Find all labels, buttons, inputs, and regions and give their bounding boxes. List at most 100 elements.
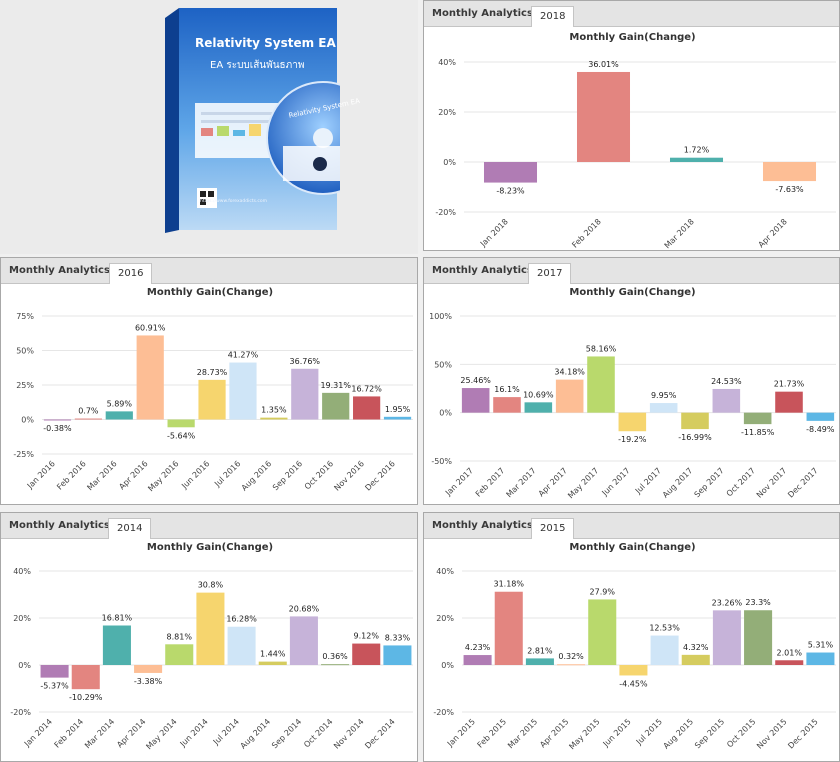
bar-jan-2016[interactable] xyxy=(43,419,72,421)
bar-sep-2016[interactable] xyxy=(291,368,319,420)
bar-sep-2017[interactable] xyxy=(712,388,741,413)
data-label: -8.49% xyxy=(806,425,835,434)
bar-apr-2018[interactable] xyxy=(762,162,817,182)
bar-jan-2014[interactable] xyxy=(40,665,69,678)
x-tick-label: Mar 2018 xyxy=(663,217,696,250)
y-tick-label: 20% xyxy=(13,614,31,623)
tab-year-2016[interactable]: 2016 xyxy=(109,263,153,284)
bar-may-2017[interactable] xyxy=(587,356,615,413)
bar-sep-2014[interactable] xyxy=(289,616,318,665)
bar-dec-2015[interactable] xyxy=(806,652,835,665)
tab-year-2017[interactable]: 2017 xyxy=(528,263,572,284)
y-tick-label: -25% xyxy=(13,450,34,459)
data-label: -10.29% xyxy=(69,693,103,702)
bar-jan-2015[interactable] xyxy=(463,655,492,665)
bar-jul-2015[interactable] xyxy=(650,635,679,665)
bar-mar-2017[interactable] xyxy=(524,402,553,413)
x-tick-label: Mar 2015 xyxy=(506,717,539,750)
bar-nov-2016[interactable] xyxy=(353,396,381,420)
x-tick-label: Feb 2018 xyxy=(570,217,603,250)
data-label: -16.99% xyxy=(678,433,712,442)
bar-apr-2016[interactable] xyxy=(136,335,164,420)
bar-dec-2016[interactable] xyxy=(383,416,412,420)
bar-mar-2016[interactable] xyxy=(105,411,133,420)
tab-year-2015[interactable]: 2015 xyxy=(531,518,575,539)
bar-aug-2015[interactable] xyxy=(681,654,710,665)
data-label: 60.91% xyxy=(135,323,166,332)
x-tick-label: Aug 2016 xyxy=(240,459,274,493)
data-label: -8.23% xyxy=(496,187,525,196)
x-tick-label: Feb 2016 xyxy=(55,459,88,492)
bar-jun-2016[interactable] xyxy=(198,379,226,420)
bar-aug-2017[interactable] xyxy=(681,412,709,430)
x-tick-label: Apr 2017 xyxy=(537,466,569,498)
bar-mar-2014[interactable] xyxy=(102,625,131,665)
bar-jul-2014[interactable] xyxy=(227,626,256,665)
data-label: 0.32% xyxy=(558,652,584,661)
x-tick-label: Apr 2014 xyxy=(115,717,147,749)
bar-nov-2017[interactable] xyxy=(775,391,803,413)
bar-feb-2016[interactable] xyxy=(74,418,102,420)
data-label: 8.33% xyxy=(385,633,411,642)
data-label: 25.46% xyxy=(460,376,491,385)
bar-feb-2017[interactable] xyxy=(493,397,521,413)
data-label: -5.37% xyxy=(40,682,69,691)
tab-year-2018[interactable]: 2018 xyxy=(531,6,575,27)
bar-apr-2014[interactable] xyxy=(134,665,163,673)
bar-oct-2015[interactable] xyxy=(744,610,773,665)
bar-mar-2015[interactable] xyxy=(525,658,554,665)
bar-may-2015[interactable] xyxy=(588,599,617,665)
bar-jul-2017[interactable] xyxy=(649,403,678,413)
bar-oct-2014[interactable] xyxy=(321,664,350,666)
bar-apr-2017[interactable] xyxy=(555,379,584,413)
x-tick-label: Apr 2018 xyxy=(757,217,789,249)
data-label: 0.7% xyxy=(78,407,99,416)
y-tick-label: 75% xyxy=(16,312,34,321)
x-tick-label: Feb 2014 xyxy=(53,717,86,750)
bar-dec-2014[interactable] xyxy=(383,645,412,665)
bar-apr-2015[interactable] xyxy=(557,664,586,666)
x-tick-label: Jan 2018 xyxy=(478,217,510,249)
bar-aug-2016[interactable] xyxy=(260,417,288,420)
panel-tab-bar: Monthly Analytics 2015 xyxy=(424,513,839,539)
bar-feb-2015[interactable] xyxy=(494,591,523,665)
bar-feb-2018[interactable] xyxy=(576,71,631,162)
bar-may-2014[interactable] xyxy=(165,644,194,665)
bar-jun-2017[interactable] xyxy=(618,412,647,432)
x-tick-label: Oct 2015 xyxy=(725,717,757,749)
chart-title: Monthly Gain(Change) xyxy=(569,287,695,298)
tab-year-2014[interactable]: 2014 xyxy=(108,518,152,539)
bar-feb-2014[interactable] xyxy=(71,665,100,690)
data-label: 16.1% xyxy=(494,385,520,394)
bar-may-2016[interactable] xyxy=(167,419,195,428)
y-tick-label: 20% xyxy=(436,614,454,623)
x-tick-label: Sep 2016 xyxy=(271,459,304,492)
y-tick-label: 50% xyxy=(434,360,452,369)
bar-dec-2017[interactable] xyxy=(806,412,835,421)
bar-mar-2018[interactable] xyxy=(669,157,724,162)
bar-nov-2015[interactable] xyxy=(775,660,804,665)
x-tick-label: Mar 2014 xyxy=(83,717,116,750)
panel-tab-bar: Monthly Analytics 2016 xyxy=(1,258,417,284)
bar-jan-2018[interactable] xyxy=(483,162,538,183)
panel-title: Monthly Analytics xyxy=(432,265,533,276)
bar-jul-2016[interactable] xyxy=(229,362,257,420)
x-tick-label: May 2015 xyxy=(567,717,601,751)
x-tick-label: Jan 2016 xyxy=(25,459,57,491)
bar-jun-2015[interactable] xyxy=(619,665,648,676)
bar-jan-2017[interactable] xyxy=(461,388,490,413)
bar-jun-2014[interactable] xyxy=(196,592,225,665)
bar-nov-2014[interactable] xyxy=(352,643,381,665)
y-tick-label: 25% xyxy=(16,381,34,390)
bar-oct-2016[interactable] xyxy=(322,392,350,420)
monthly-analytics-panel-2018: Monthly Analytics 2018 Monthly Gain(Chan… xyxy=(423,0,840,251)
x-tick-label: Dec 2014 xyxy=(363,717,397,751)
chart-title: Monthly Gain(Change) xyxy=(569,542,695,553)
bar-oct-2017[interactable] xyxy=(743,412,772,425)
data-label: 31.18% xyxy=(493,580,524,589)
bar-sep-2015[interactable] xyxy=(712,610,741,665)
panel-title: Monthly Analytics xyxy=(9,265,110,276)
y-tick-label: 0% xyxy=(18,661,31,670)
bar-aug-2014[interactable] xyxy=(258,661,287,665)
x-tick-label: Oct 2014 xyxy=(302,717,334,749)
